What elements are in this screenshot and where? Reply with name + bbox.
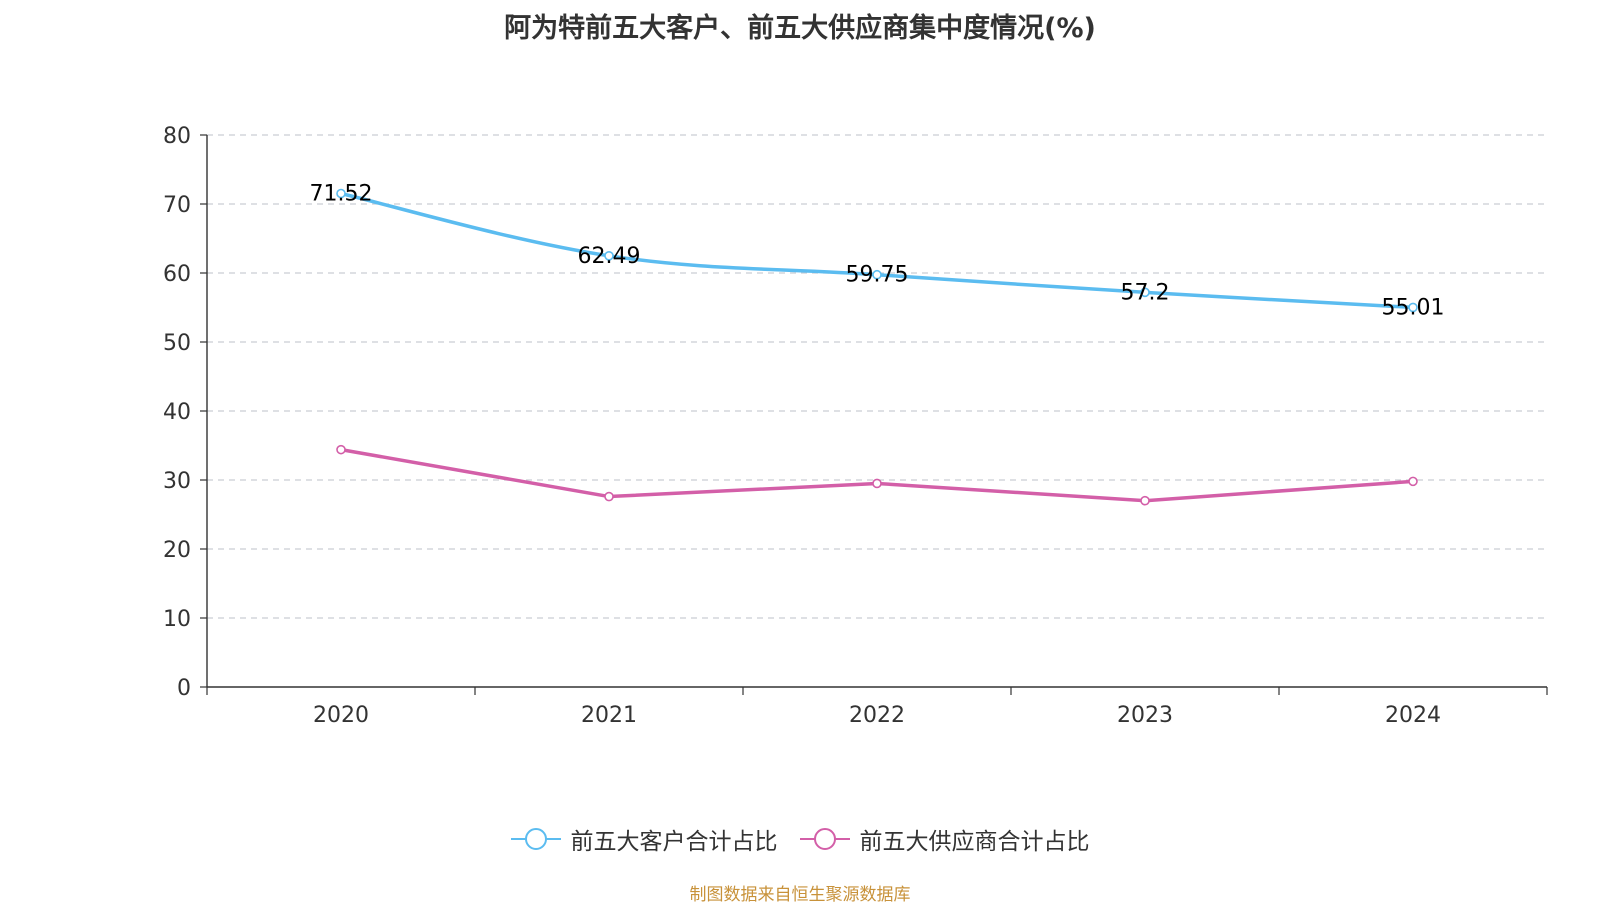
data-point [1408, 476, 1418, 487]
data-point [336, 444, 346, 455]
data-point [1408, 302, 1418, 313]
legend: 前五大客户合计占比 前五大供应商合计占比 [0, 822, 1600, 856]
legend-label-suppliers: 前五大供应商合计占比 [859, 829, 1090, 855]
data-label: 59.75 [846, 263, 909, 288]
data-label: 71.52 [310, 182, 373, 207]
data-labels: 71.52 62.49 59.75 57.2 55.01 [310, 182, 1445, 321]
line-chart: 0 10 20 30 40 50 60 70 80 2020 2021 2022 2023 2024 71… [163, 124, 1548, 728]
x-tick-label: 2020 [313, 703, 369, 728]
data-point [872, 478, 882, 489]
series-line-0 [340, 191, 1414, 310]
y-tick-label: 30 [163, 469, 191, 494]
x-tick-label: 2022 [849, 703, 905, 728]
series-line-1 [340, 447, 1414, 503]
legend-item-customers[interactable]: 前五大客户合计占比 [510, 822, 778, 856]
data-point [604, 251, 614, 261]
data-source-note: 制图数据来自恒生聚源数据库 [689, 885, 911, 905]
legend-marker-customers [510, 828, 561, 850]
data-label: 55.01 [1382, 295, 1445, 320]
y-tick-label: 20 [163, 538, 191, 563]
grid-lines [207, 134, 1547, 619]
legend-marker-suppliers [799, 828, 850, 850]
y-tick-label: 70 [163, 193, 191, 218]
y-tick-label: 80 [163, 124, 191, 149]
data-point [604, 491, 614, 502]
axes: 0 10 20 30 40 50 60 70 80 2020 2021 2022 2023 2024 [163, 124, 1548, 728]
data-point [1140, 495, 1150, 506]
y-tick-label: 50 [163, 331, 191, 356]
y-tick-label: 0 [177, 676, 191, 701]
x-tick-label: 2024 [1385, 703, 1441, 728]
chart-title: 阿为特前五大客户、前五大供应商集中度情况(%) [504, 13, 1096, 44]
series-layer [336, 188, 1418, 506]
data-point [336, 188, 346, 199]
data-label: 57.2 [1121, 280, 1170, 305]
y-tick-label: 60 [163, 262, 191, 287]
legend-label-customers: 前五大客户合计占比 [570, 829, 778, 855]
data-point [1140, 287, 1150, 298]
data-point [872, 269, 882, 280]
x-tick-label: 2021 [581, 703, 637, 728]
y-tick-label: 40 [163, 400, 191, 425]
y-tick-label: 10 [163, 607, 191, 632]
x-tick-label: 2023 [1117, 703, 1173, 728]
legend-item-suppliers[interactable]: 前五大供应商合计占比 [799, 822, 1090, 856]
data-label: 62.49 [578, 244, 641, 269]
